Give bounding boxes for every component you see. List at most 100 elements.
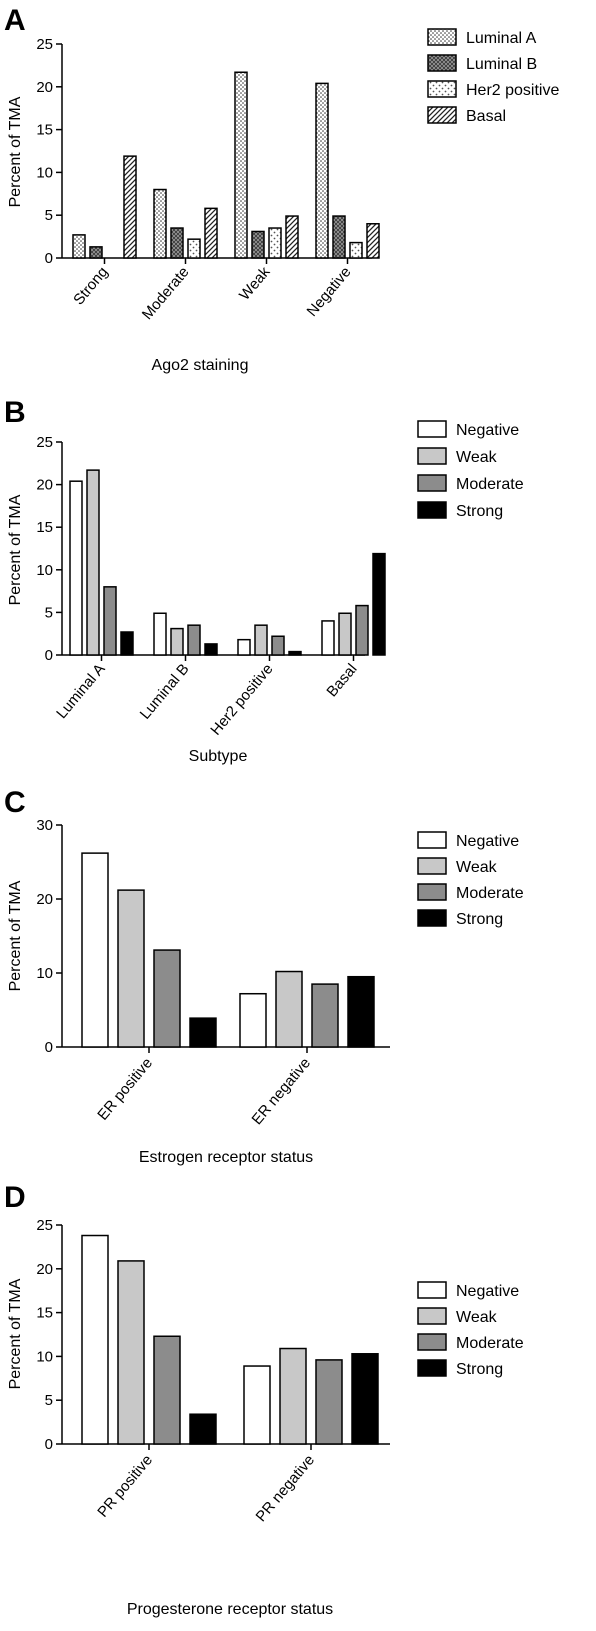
panel-b-legend-swatch-negative bbox=[417, 420, 447, 438]
panel-b-y-tick-label: 25 bbox=[36, 434, 53, 451]
panel-a-x-tick-label-weak: Weak bbox=[236, 263, 274, 303]
panel-d-bar-pr-negative-negative bbox=[243, 1365, 271, 1445]
panel-b-y-tick-label: 20 bbox=[36, 477, 53, 494]
panel-d-legend-swatch-strong bbox=[417, 1359, 447, 1377]
panel-b-ylabel: Percent of TMA bbox=[7, 494, 24, 605]
panel-b-bar-basal-moderate bbox=[355, 604, 369, 656]
panel-c-bar-er-negative-moderate bbox=[311, 983, 339, 1048]
panel-a-x-tick-label-strong: Strong bbox=[70, 264, 111, 309]
panel-b-bar-luminal-a-negative bbox=[69, 480, 83, 656]
panel-d-y-tick-label: 25 bbox=[36, 1217, 53, 1234]
panel-b-y-tick-label: 5 bbox=[45, 604, 53, 621]
panel-c-y-tick-label: 20 bbox=[36, 891, 53, 908]
panel-b-x-tick-label-basal: Basal bbox=[323, 661, 360, 701]
panel-a-y-tick-label: 20 bbox=[36, 79, 53, 96]
panel-d-bar-pr-positive-moderate bbox=[153, 1335, 181, 1445]
panel-d-legend-label-negative: Negative bbox=[456, 1283, 519, 1300]
panel-a-xlabel: Ago2 staining bbox=[152, 357, 249, 374]
panel-b-x-tick-label-luminal-a: Luminal A bbox=[53, 661, 108, 722]
panel-a-x-tick-label-moderate: Moderate bbox=[139, 264, 193, 323]
panel-c-ylabel: Percent of TMA bbox=[7, 880, 24, 991]
panel-b-bar-her2-positive-negative bbox=[237, 638, 251, 656]
panel-c-legend-swatch-weak bbox=[417, 857, 447, 875]
panel-c-bar-er-positive-weak bbox=[117, 889, 145, 1048]
panel-d-y-tick-label: 15 bbox=[36, 1305, 53, 1322]
panel-c-bar-er-positive-strong bbox=[189, 1017, 217, 1048]
panel-b-bar-basal-negative bbox=[321, 620, 335, 656]
panel-a-bar-moderate-luminal-a bbox=[153, 188, 167, 259]
panel-d-legend-label-moderate: Moderate bbox=[456, 1335, 524, 1352]
panel-d-legend-label-weak: Weak bbox=[456, 1309, 498, 1326]
panel-a-bar-weak-luminal-b bbox=[251, 230, 265, 259]
panel-b-y-tick-label: 15 bbox=[36, 519, 53, 536]
panel-b-bar-luminal-a-moderate bbox=[103, 586, 117, 656]
panel-a-y-tick-label: 5 bbox=[45, 207, 53, 224]
panel-b-legend-label-weak: Weak bbox=[456, 449, 498, 466]
panel-d-x-tick-label-pr-negative: PR negative bbox=[253, 1452, 319, 1526]
panel-b-x-tick-label-luminal-b: Luminal B bbox=[137, 661, 193, 723]
panel-b-bar-luminal-b-weak bbox=[170, 627, 184, 656]
panel-a-x-tick-label-negative: Negative bbox=[303, 264, 354, 320]
panel-a-ylabel: Percent of TMA bbox=[7, 96, 24, 207]
panel-c-bar-er-negative-weak bbox=[275, 970, 303, 1048]
panel-a-bar-weak-basal bbox=[285, 215, 299, 259]
panel-b-legend-swatch-weak bbox=[417, 447, 447, 465]
panel-d-bar-pr-negative-weak bbox=[279, 1347, 307, 1445]
panel-d-marks: 0 5 10 15 20 25 PR positive PR negative Negative… bbox=[36, 1217, 523, 1525]
panel-b-bar-basal-weak bbox=[338, 612, 352, 656]
panel-a-bar-strong-basal bbox=[123, 155, 137, 259]
panel-c-legend-label-moderate: Moderate bbox=[456, 885, 524, 902]
panel-letter-d: D bbox=[4, 1181, 26, 1214]
panel-a-legend-swatch-basal bbox=[427, 106, 457, 124]
panel-a-legend-label-luminal-a: Luminal A bbox=[466, 30, 537, 47]
panel-b-legend-label-negative: Negative bbox=[456, 422, 519, 439]
panel-a-legend-label-luminal-b: Luminal B bbox=[466, 56, 537, 73]
panel-b-bar-luminal-a-weak bbox=[86, 469, 100, 656]
panel-c-legend-label-strong: Strong bbox=[456, 911, 503, 928]
panel-c-y-tick-label: 30 bbox=[36, 817, 53, 834]
panel-c-legend-label-weak: Weak bbox=[456, 859, 498, 876]
panel-b-bar-luminal-b-negative bbox=[153, 612, 167, 656]
panel-c-y-tick-label: 10 bbox=[36, 965, 53, 982]
panel-letter-b: B bbox=[4, 396, 26, 429]
panel-d: D 0 5 10 15 20 25 PR positive PR negative Negati… bbox=[4, 1181, 524, 1618]
panel-b-bar-her2-positive-weak bbox=[254, 624, 268, 656]
panel-a-bar-weak-luminal-a bbox=[234, 71, 248, 259]
panel-a-bar-strong-luminal-a bbox=[72, 234, 86, 259]
panel-d-y-tick-label: 0 bbox=[45, 1436, 53, 1453]
panel-c-y-tick-label: 0 bbox=[45, 1039, 53, 1056]
panel-a-legend-swatch-her2-positive bbox=[427, 80, 457, 98]
panel-b-xlabel: Subtype bbox=[189, 748, 248, 765]
panel-d-y-tick-label: 5 bbox=[45, 1392, 53, 1409]
panel-d-legend-swatch-negative bbox=[417, 1281, 447, 1299]
panel-a-bar-moderate-basal bbox=[204, 207, 218, 259]
panel-a-bar-weak-her2-positive bbox=[268, 227, 282, 259]
panel-a-bar-negative-luminal-b bbox=[332, 215, 346, 259]
panel-b-legend-label-strong: Strong bbox=[456, 503, 503, 520]
panel-a-bar-negative-luminal-a bbox=[315, 82, 329, 259]
panel-c-legend-swatch-strong bbox=[417, 909, 447, 927]
panel-d-ylabel: Percent of TMA bbox=[7, 1278, 24, 1389]
panel-b-bar-basal-strong bbox=[372, 552, 386, 656]
panel-b-legend-label-moderate: Moderate bbox=[456, 476, 524, 493]
panel-a-bar-negative-basal bbox=[366, 223, 380, 259]
panel-a-y-tick-label: 15 bbox=[36, 122, 53, 139]
panel-a-bar-moderate-luminal-b bbox=[170, 227, 184, 259]
panel-b-bar-her2-positive-strong bbox=[288, 650, 302, 656]
panel-c: C 0 10 20 30 ER positive ER negative Negative W… bbox=[4, 786, 524, 1166]
panel-d-bar-pr-negative-moderate bbox=[315, 1359, 343, 1445]
panel-d-bar-pr-positive-strong bbox=[189, 1413, 217, 1445]
panel-b-legend-swatch-moderate bbox=[417, 474, 447, 492]
panel-d-legend-swatch-moderate bbox=[417, 1333, 447, 1351]
panel-d-legend-swatch-weak bbox=[417, 1307, 447, 1325]
panel-c-legend-swatch-moderate bbox=[417, 883, 447, 901]
panel-a-legend-swatch-luminal-b bbox=[427, 54, 457, 72]
panel-b-y-tick-label: 0 bbox=[45, 647, 53, 664]
panel-b-bar-her2-positive-moderate bbox=[271, 635, 285, 656]
panel-a-y-tick-label: 25 bbox=[36, 36, 53, 53]
panel-d-bar-pr-negative-strong bbox=[351, 1353, 379, 1445]
panel-b: B 0 5 10 15 20 25 Luminal A Luminal B Her2 posit… bbox=[4, 396, 524, 765]
panel-b-y-tick-label: 10 bbox=[36, 562, 53, 579]
panel-a-bar-strong-luminal-b bbox=[89, 246, 103, 259]
